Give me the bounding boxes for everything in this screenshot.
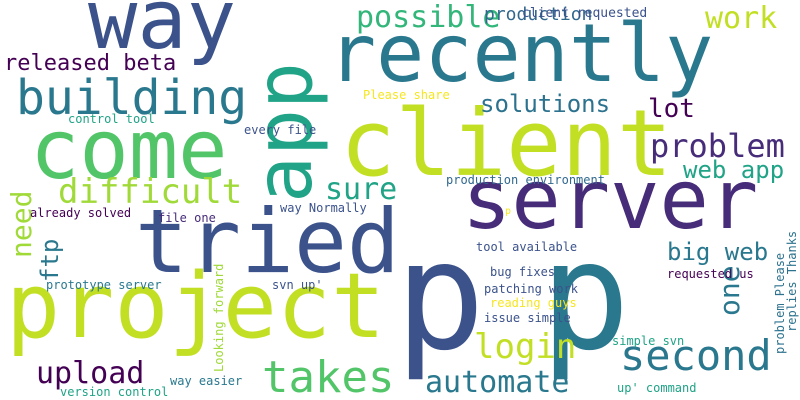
word-automate: automate <box>425 365 570 400</box>
word-come: come <box>30 103 228 198</box>
word-client-requested: client requested <box>522 6 648 21</box>
word-way-normally: way Normally <box>280 201 367 215</box>
word-takes: takes <box>262 352 395 400</box>
word-login: login <box>474 327 577 367</box>
word-simple-svn: simple svn <box>612 334 685 348</box>
word-building: building <box>16 70 248 126</box>
word-svn-up: svn up' <box>272 278 323 292</box>
word-version-control: version control <box>60 385 169 399</box>
word-up-command: up' command <box>617 381 697 395</box>
word-looking-forward: Looking forward <box>212 263 226 372</box>
word-replies-thanks: replies Thanks <box>785 230 799 332</box>
word-patching-work: patching work <box>484 282 578 296</box>
word-big-web: big web <box>667 238 769 266</box>
word-p-small: p <box>505 206 512 217</box>
word-sure: sure <box>325 172 398 207</box>
word-tool-available: tool available <box>476 240 578 254</box>
word-project: project <box>6 254 386 359</box>
word-second: second <box>620 331 772 380</box>
word-production: production <box>484 4 593 25</box>
word-already-solved: already solved <box>30 206 132 220</box>
word-issue-simple: issue simple <box>484 311 571 325</box>
word-bug-fixes: bug fixes <box>490 265 556 279</box>
word-prototype-server: prototype server <box>46 278 162 292</box>
word-way-easier: way easier <box>170 374 243 388</box>
word-possible: possible <box>356 0 501 35</box>
word-server: server <box>462 153 759 248</box>
word-difficult: difficult <box>58 172 243 212</box>
word-recently: recently <box>328 7 714 100</box>
word-way: way <box>88 0 237 68</box>
word-every-file: every file <box>244 123 317 137</box>
word-control-tool: control tool <box>68 112 155 126</box>
word-p-large: p <box>540 210 631 384</box>
word-file-one: file one <box>158 211 216 225</box>
word-solutions: solutions <box>480 90 611 118</box>
word-tried: tried <box>135 190 400 293</box>
word-released-beta: released beta <box>4 51 177 76</box>
word-client: client <box>340 90 673 197</box>
word-problem: problem <box>650 127 785 165</box>
word-ftp: ftp <box>36 238 64 282</box>
word-production-environment: production environment <box>446 173 605 187</box>
word-please-share: Please share <box>363 88 450 102</box>
word-work: work <box>705 1 778 36</box>
word-requested-us: requested us <box>667 267 754 281</box>
word-reading-guys: reading guys <box>490 296 577 310</box>
word-upload: upload <box>36 356 145 391</box>
word-need: need <box>5 190 38 258</box>
word-p-large: p <box>395 210 486 384</box>
word-web-app: web app <box>683 156 785 184</box>
word-lot: lot <box>648 94 695 124</box>
